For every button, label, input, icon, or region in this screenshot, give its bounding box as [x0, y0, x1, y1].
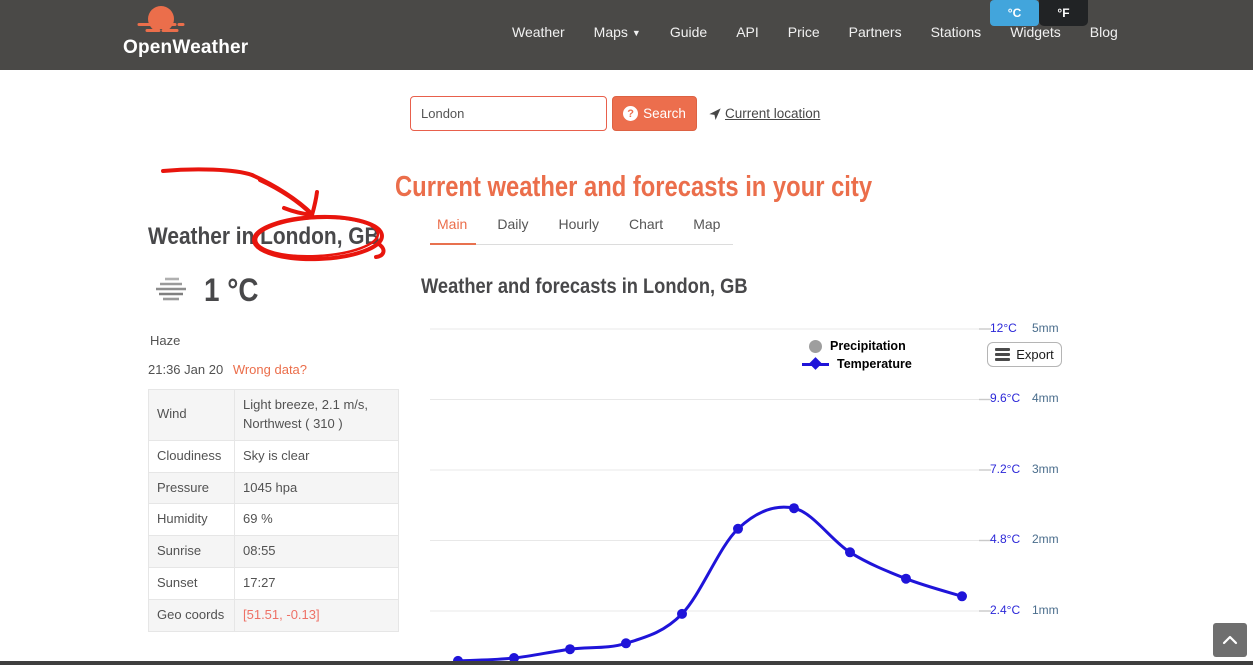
temp-tick-4-8: 4.8°C — [990, 532, 1021, 546]
city-name: London, GB — [260, 223, 380, 250]
city-search-input[interactable] — [410, 96, 607, 131]
logo-text: OpenWeather — [123, 37, 249, 58]
temp-tick-12: 12°C — [990, 321, 1017, 335]
search-button-label: Search — [643, 106, 686, 121]
tab-daily[interactable]: Daily — [497, 216, 529, 232]
scroll-to-top-button[interactable] — [1213, 623, 1247, 657]
hamburger-icon — [995, 348, 1011, 361]
navigation-arrow-icon — [709, 107, 721, 120]
chevron-up-icon — [1222, 635, 1238, 645]
nav-item-price[interactable]: Price — [787, 24, 820, 40]
wrong-data-link[interactable]: Wrong data? — [232, 362, 308, 377]
precip-tick-3mm: 3mm — [1032, 462, 1059, 476]
table-row-sunrise: Sunrise 08:55 — [148, 535, 399, 569]
forecast-chart: 12°C 9.6°C 7.2°C 4.8°C 2.4°C 5mm 4mm 3mm… — [430, 315, 1062, 663]
nav-item-guide[interactable]: Guide — [669, 24, 708, 40]
precip-tick-5mm: 5mm — [1032, 321, 1059, 335]
footer-top-edge — [0, 661, 1253, 665]
temp-tick-7-2: 7.2°C — [990, 462, 1021, 476]
current-location-link[interactable]: Current location — [708, 106, 820, 121]
celsius-toggle-button[interactable]: °C — [990, 0, 1039, 26]
tab-chart[interactable]: Chart — [628, 216, 664, 232]
tab-main[interactable]: Main — [429, 216, 477, 245]
weather-details-table: Wind Light breeze, 2.1 m/s, Northwest ( 3… — [148, 389, 399, 632]
observation-timestamp: 21:36 Jan 20 — [148, 362, 224, 377]
nav-item-stations[interactable]: Stations — [930, 24, 982, 40]
temp-tick-2-4: 2.4°C — [990, 603, 1021, 617]
precip-tick-1mm: 1mm — [1032, 603, 1059, 617]
red-annotation-arrow-and-circle — [161, 167, 386, 262]
nav-item-maps[interactable]: Maps ▼ — [593, 24, 641, 40]
search-button[interactable]: ? Search — [612, 96, 697, 131]
chart-section-title: Weather and forecasts in London, GB — [421, 275, 748, 298]
nav-item-blog[interactable]: Blog — [1089, 24, 1118, 40]
temperature-line-chart — [430, 328, 991, 663]
page-title: Current weather and forecasts in your ci… — [395, 171, 873, 203]
unit-toggle: °C °F — [990, 0, 1088, 26]
legend-precipitation: Precipitation — [802, 337, 912, 355]
precipitation-marker-icon — [809, 339, 822, 353]
current-location-label: Current location — [725, 106, 821, 121]
temperature-marker-icon — [802, 357, 829, 370]
haze-icon — [156, 277, 186, 300]
table-row-pressure: Pressure 1045 hpa — [148, 471, 399, 505]
top-nav-bar: OpenWeather Weather Maps ▼ Guide API Pric… — [0, 0, 1253, 70]
table-row-geo-coords: Geo coords [51.51, -0.13] — [148, 598, 399, 632]
current-temperature-row: 1 °C — [152, 272, 267, 309]
export-button[interactable]: Export — [987, 342, 1062, 367]
geo-coords-link[interactable]: [51.51, -0.13] — [243, 606, 320, 622]
table-row-sunset: Sunset 17:27 — [148, 567, 399, 600]
table-row-cloudiness: Cloudiness Sky is clear — [148, 439, 399, 473]
weather-in-city-title: Weather in London, GB — [148, 223, 380, 250]
export-button-label: Export — [1016, 347, 1054, 362]
forecast-tabs: Main Daily Hourly Chart Map — [429, 216, 733, 245]
tab-hourly[interactable]: Hourly — [558, 216, 599, 232]
nav-item-api[interactable]: API — [736, 24, 759, 40]
main-nav: Weather Maps ▼ Guide API Price Partners S… — [512, 24, 1118, 40]
observation-time-row: 21:36 Jan 20 Wrong data? — [148, 362, 307, 377]
chart-legend: Precipitation Temperature — [802, 337, 912, 373]
table-row-humidity: Humidity 69 % — [148, 503, 399, 537]
weather-condition: Haze — [150, 333, 181, 348]
precip-tick-4mm: 4mm — [1032, 391, 1059, 405]
nav-item-weather[interactable]: Weather — [512, 24, 565, 40]
sun-waves-logo-icon — [137, 6, 185, 32]
openweather-logo[interactable]: OpenWeather — [123, 5, 263, 59]
legend-temperature: Temperature — [802, 355, 912, 373]
precip-tick-2mm: 2mm — [1032, 532, 1059, 546]
temp-tick-9-6: 9.6°C — [990, 391, 1021, 405]
table-row-wind: Wind Light breeze, 2.1 m/s, Northwest ( 3… — [148, 389, 399, 441]
question-circle-icon: ? — [623, 106, 639, 121]
legend-precipitation-label: Precipitation — [830, 339, 906, 353]
legend-temperature-label: Temperature — [837, 357, 912, 371]
tab-map[interactable]: Map — [693, 216, 721, 232]
fahrenheit-toggle-button[interactable]: °F — [1039, 0, 1088, 26]
nav-item-partners[interactable]: Partners — [848, 24, 902, 40]
chevron-down-icon: ▼ — [631, 28, 641, 38]
current-temperature: 1 °C — [204, 272, 259, 308]
nav-item-widgets[interactable]: Widgets — [1010, 24, 1061, 40]
